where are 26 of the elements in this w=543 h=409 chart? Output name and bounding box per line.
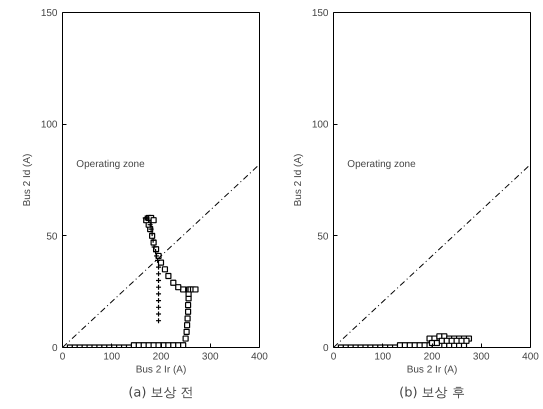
y-tick-label: 150 (312, 8, 329, 19)
x-tick-label: 300 (472, 352, 490, 362)
y-tick-label: 100 (40, 120, 58, 131)
x-tick-label: 200 (152, 352, 170, 362)
x-tick-label: 200 (424, 352, 441, 362)
y-axis-title: Bus 2 Id (A) (292, 154, 304, 206)
x-tick-label: 300 (202, 352, 220, 362)
x-tick-label: 0 (60, 352, 66, 362)
x-tick-label: 0 (330, 352, 337, 362)
annotation: Operating zone (347, 158, 416, 170)
text: (b) 보상 후 (399, 386, 465, 400)
y-tick-label: 50 (317, 231, 329, 242)
x-axis-title: Bus 2 Ir (A) (136, 364, 186, 376)
y-tick-label: 150 (40, 8, 58, 19)
x-tick-label: 100 (374, 352, 392, 362)
y-axis-title: Bus 2 Id (A) (22, 154, 33, 206)
y-tick-label: 0 (322, 343, 329, 354)
x-tick-label: 100 (103, 352, 121, 362)
text: (a) 보상 전 (128, 386, 194, 400)
x-axis-title: Bus 2 Ir (A) (406, 364, 458, 376)
annotation: Operating zone (76, 158, 146, 170)
x-tick-label: 400 (522, 352, 540, 362)
y-tick-label: 0 (52, 343, 58, 354)
y-tick-label: 50 (46, 231, 58, 242)
y-tick-label: 100 (312, 120, 329, 131)
x-tick-label: 400 (251, 352, 268, 362)
